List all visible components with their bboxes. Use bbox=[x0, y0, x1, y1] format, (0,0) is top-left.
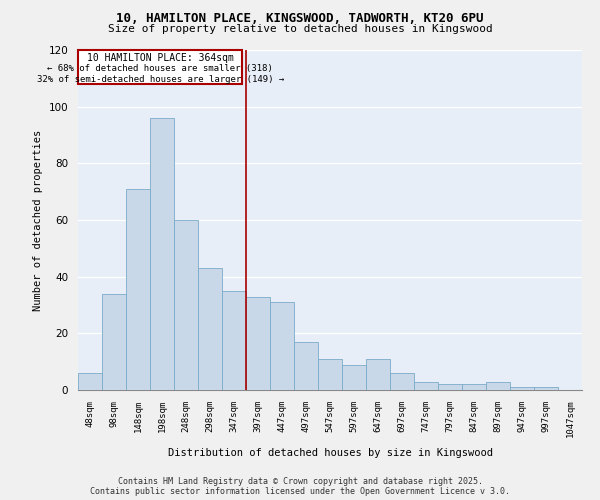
Bar bbox=[78, 50, 242, 84]
Bar bbox=[462, 384, 486, 390]
Bar bbox=[126, 189, 150, 390]
Y-axis label: Number of detached properties: Number of detached properties bbox=[33, 130, 43, 310]
Bar bbox=[510, 387, 534, 390]
Bar bbox=[414, 382, 438, 390]
Bar bbox=[486, 382, 510, 390]
Bar bbox=[150, 118, 174, 390]
Text: Contains HM Land Registry data © Crown copyright and database right 2025.: Contains HM Land Registry data © Crown c… bbox=[118, 478, 482, 486]
Text: 10 HAMILTON PLACE: 364sqm: 10 HAMILTON PLACE: 364sqm bbox=[87, 54, 233, 64]
X-axis label: Distribution of detached houses by size in Kingswood: Distribution of detached houses by size … bbox=[167, 448, 493, 458]
Bar bbox=[198, 268, 222, 390]
Bar bbox=[174, 220, 198, 390]
Bar bbox=[222, 291, 246, 390]
Bar bbox=[246, 296, 270, 390]
Text: ← 68% of detached houses are smaller (318): ← 68% of detached houses are smaller (31… bbox=[47, 64, 273, 73]
Bar bbox=[342, 364, 366, 390]
Bar bbox=[438, 384, 462, 390]
Text: Size of property relative to detached houses in Kingswood: Size of property relative to detached ho… bbox=[107, 24, 493, 34]
Bar bbox=[390, 373, 414, 390]
Text: 32% of semi-detached houses are larger (149) →: 32% of semi-detached houses are larger (… bbox=[37, 76, 284, 84]
Text: Contains public sector information licensed under the Open Government Licence v : Contains public sector information licen… bbox=[90, 488, 510, 496]
Text: 10, HAMILTON PLACE, KINGSWOOD, TADWORTH, KT20 6PU: 10, HAMILTON PLACE, KINGSWOOD, TADWORTH,… bbox=[116, 12, 484, 26]
Bar bbox=[534, 387, 558, 390]
Bar bbox=[294, 342, 318, 390]
Bar bbox=[78, 373, 102, 390]
Bar bbox=[102, 294, 126, 390]
Bar bbox=[366, 359, 390, 390]
Bar bbox=[318, 359, 342, 390]
Bar bbox=[270, 302, 294, 390]
